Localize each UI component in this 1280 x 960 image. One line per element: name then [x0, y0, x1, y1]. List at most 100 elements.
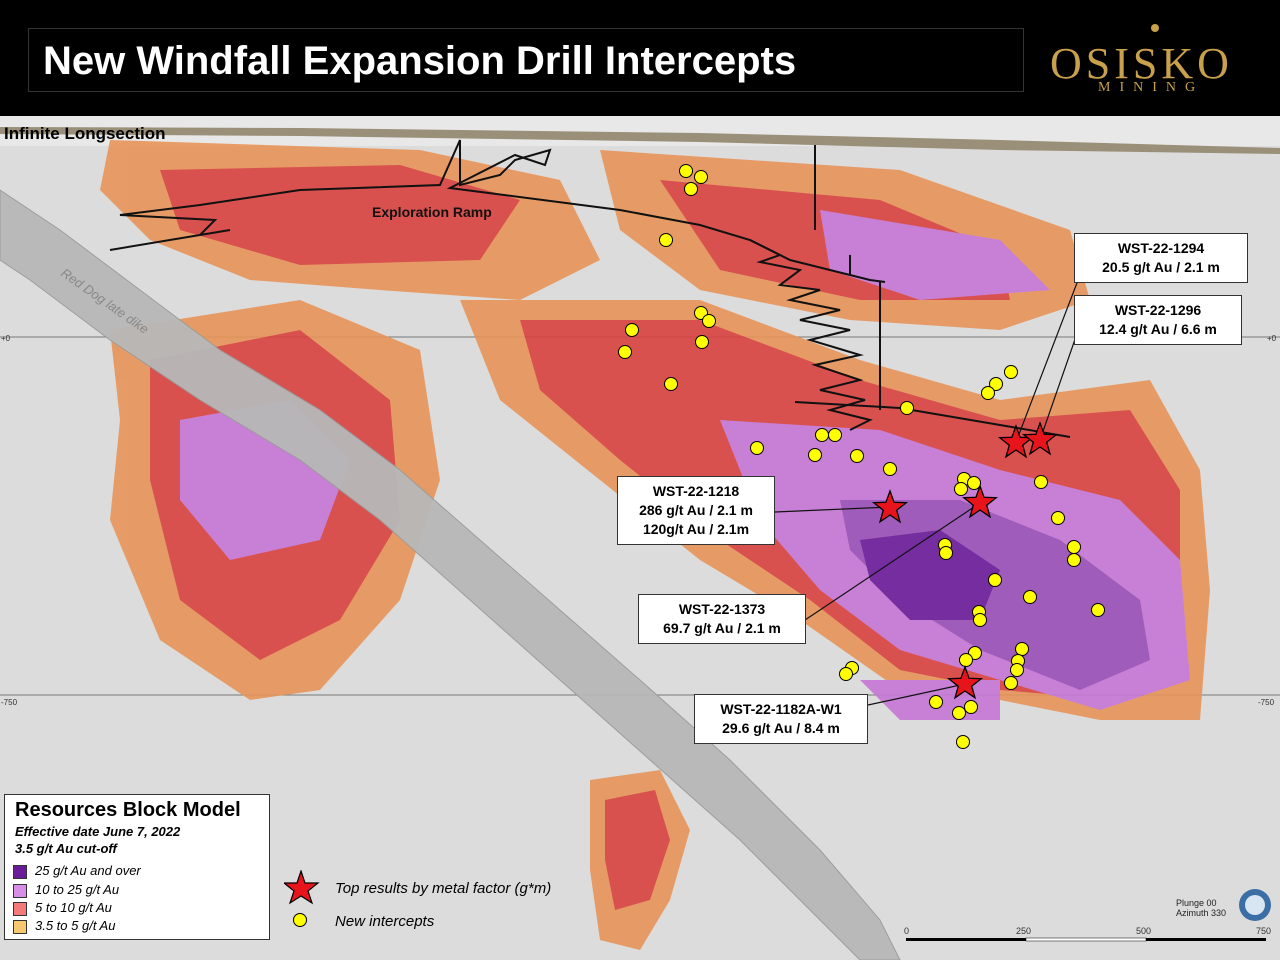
elevation-label-left-upper: +0: [1, 334, 11, 343]
logo-sun-icon: [1151, 24, 1159, 32]
intercept-dot: [929, 695, 943, 709]
intercept-dot: [1010, 663, 1024, 677]
callout-grade-2: 120g/t Au / 2.1m: [642, 521, 750, 537]
intercept-dot: [1004, 365, 1018, 379]
intercept-dot: [1067, 553, 1081, 567]
intercept-dot: [664, 377, 678, 391]
intercept-dot: [839, 667, 853, 681]
intercept-dot: [695, 335, 709, 349]
callout-wst-22-1218: WST-22-1218 286 g/t Au / 2.1 m 120g/t Au…: [617, 476, 775, 545]
intercept-dot: [694, 170, 708, 184]
intercept-dot: [956, 735, 970, 749]
legend-item: 5 to 10 g/t Au: [13, 900, 112, 916]
intercept-dot: [900, 401, 914, 415]
callout-grade: 286 g/t Au / 2.1 m: [639, 502, 753, 518]
exploration-ramp: [109, 139, 1071, 438]
intercept-dot: [973, 613, 987, 627]
orientation-readout: Plunge 00 Azimuth 330: [1176, 898, 1227, 918]
intercept-dot: [959, 653, 973, 667]
callout-id: WST-22-1218: [652, 483, 740, 499]
star-icon: [284, 870, 320, 905]
scale-bar: 0 250 500 750: [900, 922, 1272, 942]
dot-icon: [293, 913, 307, 927]
section-title: Infinite Longsection: [4, 124, 166, 143]
top-results: [872, 421, 1058, 700]
intercept-dot: [988, 573, 1002, 587]
header: New Windfall Expansion Drill Intercepts …: [0, 0, 1280, 116]
elevation-label-right-lower: -750: [1258, 698, 1275, 707]
top-result-star: [1022, 421, 1058, 456]
elevation-label-right-upper: +0: [1267, 334, 1277, 343]
intercept-dot: [850, 449, 864, 463]
intercept-dot: [1015, 642, 1029, 656]
red-dog-dike: [0, 189, 901, 960]
intercept-dot: [1091, 603, 1105, 617]
legend-item: 3.5 to 5 g/t Au: [13, 918, 115, 934]
legend-item: 25 g/t Au and over: [13, 863, 141, 879]
osisko-logo: OSISKO MINING: [1048, 20, 1248, 100]
scale-tick: 250: [1016, 926, 1032, 936]
intercept-dot: [964, 700, 978, 714]
ramp-label: Exploration Ramp: [372, 204, 492, 220]
star-key-label: Top results by metal factor (g*m): [335, 880, 552, 897]
swatch-icon: [13, 883, 27, 898]
new-intercepts: [618, 164, 1105, 749]
logo-sub-text: MINING: [1098, 80, 1205, 95]
callout-grade: 29.6 g/t Au / 8.4 m: [722, 720, 840, 736]
intercept-dot: [808, 448, 822, 462]
legend-effective-date: Effective date June 7, 2022: [15, 824, 181, 839]
dot-key-label: New intercepts: [335, 913, 435, 930]
topography-surface: [0, 127, 1280, 154]
legend-cutoff: 3.5 g/t Au cut-off: [15, 841, 117, 856]
logo-main-text: OSISKO: [1050, 39, 1233, 88]
intercept-dot: [883, 462, 897, 476]
legend-title: Resources Block Model: [15, 799, 241, 821]
intercept-dot: [954, 482, 968, 496]
intercept-dot: [1023, 590, 1037, 604]
intercept-dot: [618, 345, 632, 359]
swatch-icon: [13, 919, 27, 934]
scale-tick: 750: [1256, 926, 1272, 936]
intercept-dot: [939, 546, 953, 560]
intercept-dot: [1067, 540, 1081, 554]
scale-tick: 0: [904, 926, 910, 936]
callout-grade: 20.5 g/t Au / 2.1 m: [1102, 259, 1220, 275]
intercept-dot: [625, 323, 639, 337]
callout-id: WST-22-1296: [1114, 302, 1202, 318]
intercept-dot: [659, 233, 673, 247]
legend-item: 10 to 25 g/t Au: [13, 882, 119, 898]
intercept-dot: [815, 428, 829, 442]
top-result-star: [872, 489, 908, 524]
intercept-dot: [1004, 676, 1018, 690]
callout-wst-22-1373: WST-22-1373 69.7 g/t Au / 2.1 m: [638, 594, 806, 644]
title-box: New Windfall Expansion Drill Intercepts: [28, 28, 1024, 92]
callout-id: WST-22-1182A-W1: [720, 701, 842, 717]
top-result-star: [962, 484, 998, 519]
intercept-dot: [750, 441, 764, 455]
intercept-dot: [952, 706, 966, 720]
resource-block-zones: [100, 140, 1210, 950]
callout-grade: 69.7 g/t Au / 2.1 m: [663, 620, 781, 636]
intercept-dot: [679, 164, 693, 178]
scale-tick: 500: [1136, 926, 1152, 936]
top-result-star: [947, 665, 983, 700]
intercept-dot: [684, 182, 698, 196]
intercept-dot: [1051, 511, 1065, 525]
compass-globe-icon: [1239, 889, 1271, 921]
callout-wst-22-1182a-w1: WST-22-1182A-W1 29.6 g/t Au / 8.4 m: [694, 694, 868, 744]
page-title: New Windfall Expansion Drill Intercepts: [43, 39, 797, 83]
callout-id: WST-22-1294: [1117, 240, 1205, 256]
intercept-dot: [1034, 475, 1048, 489]
intercept-dot: [967, 476, 981, 490]
callout-grade: 12.4 g/t Au / 6.6 m: [1099, 321, 1217, 337]
legend: Resources Block Model Effective date Jun…: [4, 794, 270, 940]
callout-wst-22-1296: WST-22-1296 12.4 g/t Au / 6.6 m: [1074, 295, 1242, 345]
elevation-label-left-lower: -750: [1, 698, 18, 707]
symbol-key-icons: [284, 870, 320, 927]
intercept-dot: [702, 314, 716, 328]
swatch-icon: [13, 864, 27, 879]
swatch-icon: [13, 901, 27, 916]
intercept-dot: [981, 386, 995, 400]
callout-leaders: [774, 274, 1081, 706]
intercept-dot: [989, 377, 1003, 391]
